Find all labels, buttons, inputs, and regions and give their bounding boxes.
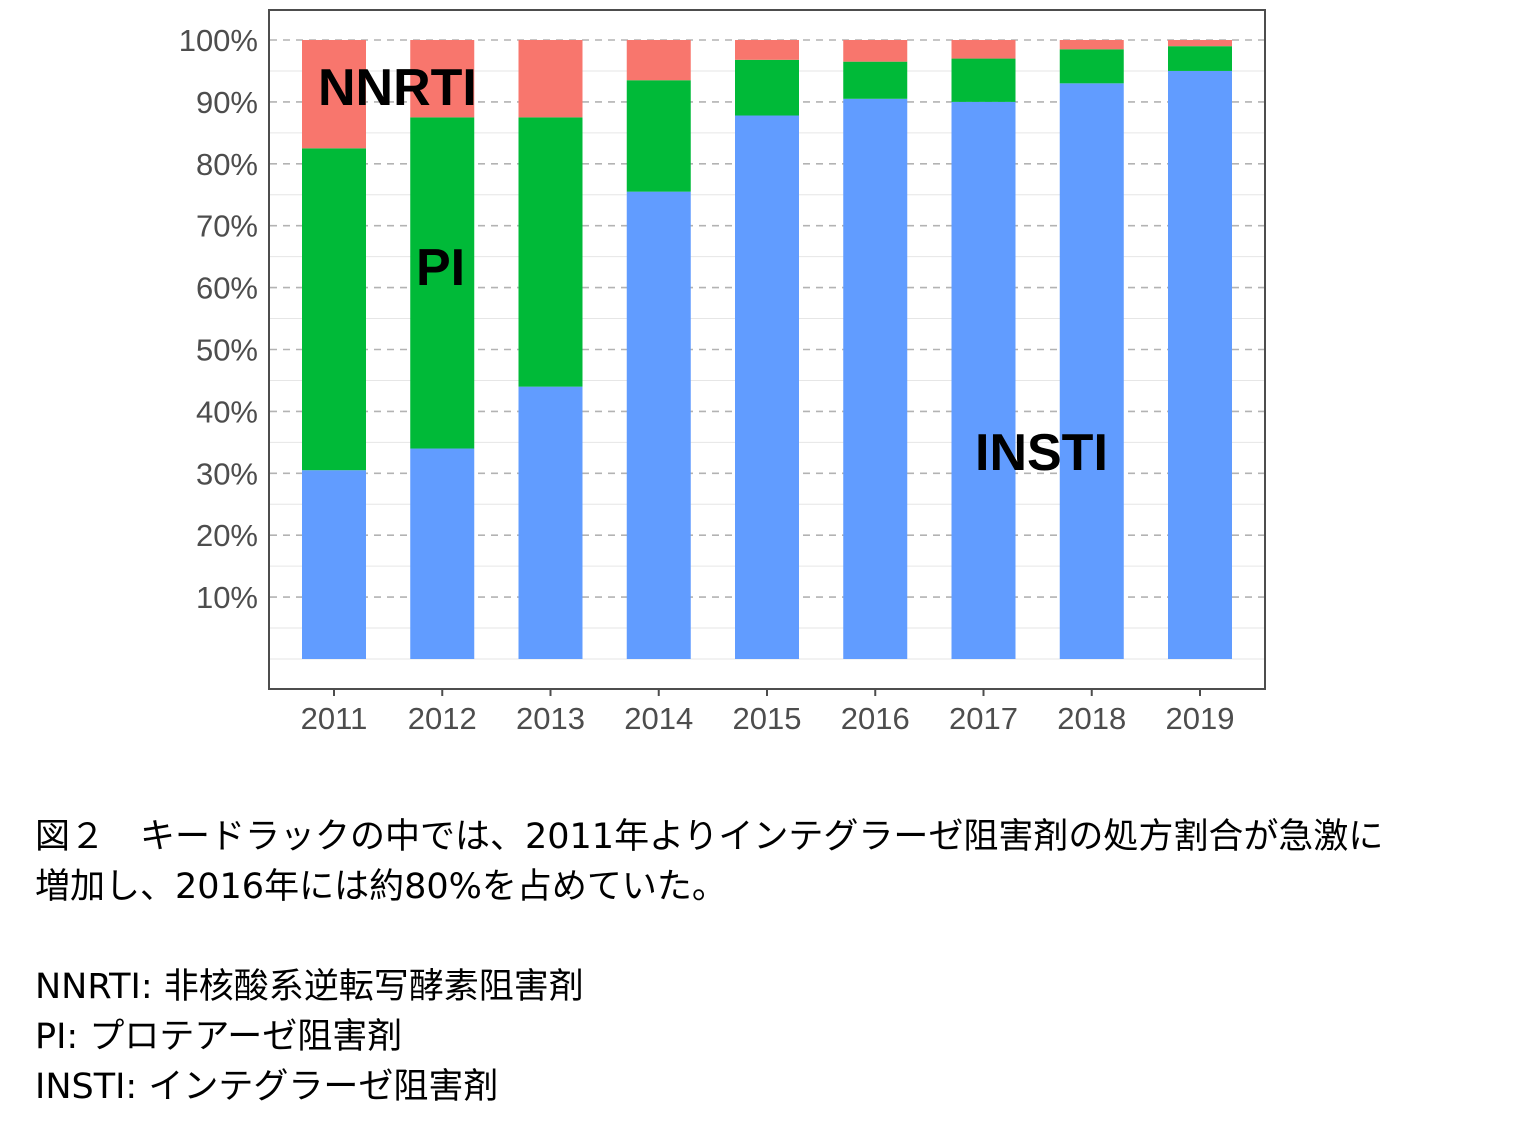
y-tick-label: 50% (196, 333, 258, 368)
x-tick-label: 2012 (408, 701, 477, 736)
bar-segment-pi-2016 (843, 61, 908, 99)
bar-segment-nnrti-2015 (735, 40, 799, 60)
bar-segment-insti-2011 (302, 470, 366, 659)
legend-insti: INSTI: インテグラーゼ阻害剤 (35, 1067, 499, 1107)
bar-segment-insti-2017 (951, 101, 1016, 659)
bar-segment-nnrti-2014 (626, 40, 691, 81)
y-tick-label: 60% (196, 271, 258, 306)
annotation-nnrti: NNRTI (318, 59, 477, 117)
x-tick-label: 2014 (624, 701, 693, 736)
bar-segment-pi-2014 (626, 80, 691, 192)
bar-segment-nnrti-2018 (1059, 40, 1124, 50)
y-tick-label: 20% (196, 518, 258, 553)
bar-segment-pi-2012 (410, 117, 475, 449)
bar-segment-pi-2017 (951, 58, 1016, 102)
bar-segment-pi-2013 (518, 117, 583, 387)
legend-nnrti: NNRTI: 非核酸系逆転写酵素阻害剤 (35, 967, 584, 1007)
bar-segment-nnrti-2013 (518, 40, 583, 118)
bar-segment-insti-2019 (1168, 70, 1232, 659)
annotation-pi: PI (416, 239, 465, 297)
y-tick-label: 40% (196, 394, 258, 429)
figure-caption: 図２ キードラックの中では、2011年よりインテグラーゼ阻害剤の処方割合が急激に… (35, 812, 1383, 912)
y-tick-label: 90% (196, 85, 258, 120)
x-axis-ticks: 2011 2012 2013 2014 2015 2016 2017 2018 2019 (301, 689, 1235, 736)
x-tick-label: 2015 (733, 701, 802, 736)
bar-segment-pi-2011 (302, 148, 366, 471)
caption-line-2: 増加し、2016年には約80%を占めていた。 (35, 867, 727, 907)
y-tick-label: 30% (196, 456, 258, 491)
x-tick-label: 2019 (1166, 701, 1235, 736)
bar-segment-nnrti-2016 (843, 40, 908, 62)
bar-segment-pi-2019 (1168, 46, 1232, 71)
y-tick-label: 10% (196, 580, 258, 615)
bar-segment-insti-2014 (626, 191, 691, 659)
x-tick-label: 2011 (301, 701, 368, 736)
bar-segment-nnrti-2017 (951, 40, 1016, 59)
abbreviation-legend: NNRTI: 非核酸系逆転写酵素阻害剤 PI: プロテアーゼ阻害剤 INSTI:… (35, 962, 584, 1112)
bar-segment-insti-2018 (1059, 83, 1124, 659)
bar-segment-nnrti-2019 (1168, 40, 1232, 47)
bars (302, 40, 1232, 660)
bar-segment-nnrti-2011 (302, 40, 366, 149)
legend-pi: PI: プロテアーゼ阻害剤 (35, 1017, 403, 1057)
y-tick-label: 80% (196, 147, 258, 182)
x-tick-label: 2016 (841, 701, 910, 736)
bar-segment-insti-2015 (735, 115, 799, 659)
bar-segment-pi-2015 (735, 59, 799, 116)
bar-segment-insti-2013 (518, 386, 583, 659)
caption-line-1: 図２ キードラックの中では、2011年よりインテグラーゼ阻害剤の処方割合が急激に (35, 817, 1384, 857)
bar-segment-insti-2012 (410, 448, 475, 659)
annotation-insti: INSTI (975, 424, 1108, 482)
y-tick-label: 100% (179, 23, 258, 58)
bar-segment-pi-2018 (1059, 49, 1124, 84)
stacked-bar-chart: 10% 20% 30% 40% 50% 60% 70% 80% 90% 100% 2011 2012… (179, 9, 1266, 736)
x-tick-label: 2017 (949, 701, 1018, 736)
x-tick-label: 2018 (1057, 701, 1126, 736)
bar-segment-nnrti-2012 (410, 40, 475, 118)
y-tick-label: 70% (196, 209, 258, 244)
x-tick-label: 2013 (516, 701, 585, 736)
bar-segment-insti-2016 (843, 98, 908, 660)
y-axis-ticks: 10% 20% 30% 40% 50% 60% 70% 80% 90% 100% (179, 23, 258, 615)
